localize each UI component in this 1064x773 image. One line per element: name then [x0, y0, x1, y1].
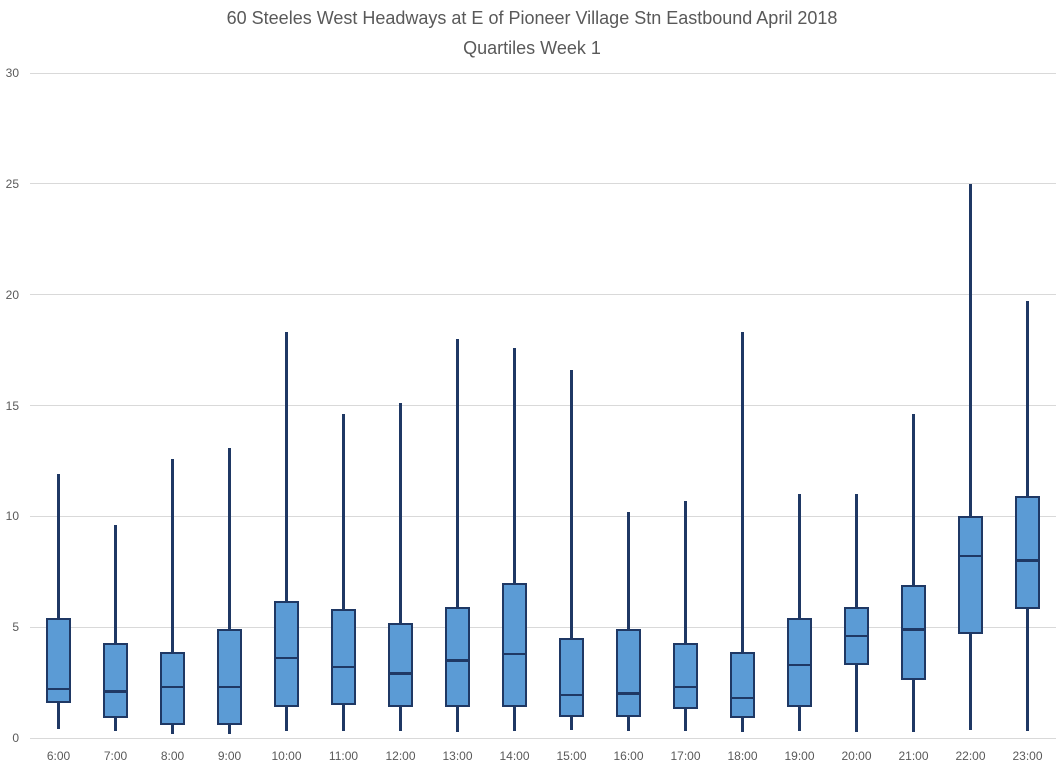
- box-15:00: [559, 638, 584, 717]
- x-tick-label-20:00: 20:00: [841, 749, 872, 763]
- whisker-6:00: [57, 474, 60, 730]
- median-11:00: [331, 665, 356, 669]
- box-21:00: [901, 585, 926, 681]
- median-7:00: [103, 690, 128, 693]
- box-7:00: [103, 642, 128, 719]
- box-9:00: [217, 629, 242, 725]
- whisker-16:00: [627, 511, 630, 732]
- chart-title-line1: 60 Steeles West Headways at E of Pioneer…: [226, 8, 838, 28]
- y-tick-label-10: 10: [5, 509, 19, 524]
- median-22:00: [958, 554, 983, 558]
- median-13:00: [445, 659, 470, 662]
- box-18:00: [730, 651, 755, 719]
- box-16:00: [616, 629, 641, 717]
- whisker-13:00: [456, 339, 459, 733]
- x-tick-label-9:00: 9:00: [217, 749, 242, 763]
- gridline-15: [30, 405, 1056, 406]
- median-10:00: [274, 656, 299, 660]
- x-tick-label-13:00: 13:00: [442, 749, 473, 763]
- x-tick-label-22:00: 22:00: [955, 749, 986, 763]
- whisker-22:00: [969, 183, 972, 731]
- median-18:00: [730, 696, 755, 700]
- y-tick-label-0: 0: [12, 731, 19, 745]
- median-9:00: [217, 685, 242, 689]
- gridline-0: [30, 737, 1056, 739]
- x-tick-label-14:00: 14:00: [499, 749, 530, 763]
- whisker-17:00: [684, 500, 687, 732]
- whisker-8:00: [171, 458, 174, 734]
- x-tick-label-17:00: 17:00: [670, 749, 701, 763]
- box-14:00: [502, 582, 527, 707]
- whisker-18:00: [741, 332, 744, 733]
- box-17:00: [673, 642, 698, 710]
- box-22:00: [958, 516, 983, 634]
- median-17:00: [673, 685, 698, 689]
- x-tick-label-8:00: 8:00: [160, 749, 185, 763]
- x-tick-label-12:00: 12:00: [385, 749, 416, 763]
- median-19:00: [787, 663, 812, 667]
- median-21:00: [901, 628, 926, 631]
- x-tick-label-23:00: 23:00: [1012, 749, 1043, 763]
- gridline-5: [30, 626, 1056, 628]
- median-20:00: [844, 634, 869, 638]
- median-6:00: [46, 687, 71, 691]
- x-tick-label-10:00: 10:00: [271, 749, 302, 763]
- gridline-10: [30, 515, 1056, 517]
- x-tick-label-11:00: 11:00: [328, 749, 359, 763]
- y-tick-label-25: 25: [5, 176, 19, 191]
- gridline-25: [30, 183, 1056, 185]
- chart-title: 60 Steeles West Headways at E of Pioneer…: [0, 3, 1064, 63]
- chart-title-line2: Quartiles Week 1: [463, 38, 601, 58]
- whisker-19:00: [798, 494, 801, 732]
- y-tick-label-20: 20: [5, 287, 19, 302]
- x-tick-label-18:00: 18:00: [727, 749, 758, 763]
- median-16:00: [616, 692, 641, 695]
- box-13:00: [445, 607, 470, 707]
- y-tick-label-30: 30: [5, 66, 19, 80]
- box-23:00: [1015, 496, 1040, 610]
- whisker-14:00: [513, 347, 516, 732]
- x-tick-label-7:00: 7:00: [103, 749, 128, 763]
- whisker-10:00: [285, 332, 288, 732]
- x-tick-label-19:00: 19:00: [784, 749, 815, 763]
- median-14:00: [502, 652, 527, 656]
- whisker-11:00: [342, 414, 345, 732]
- whisker-7:00: [114, 525, 117, 732]
- box-19:00: [787, 618, 812, 707]
- y-tick-label-15: 15: [5, 398, 19, 413]
- x-tick-label-21:00: 21:00: [898, 749, 929, 763]
- median-15:00: [559, 693, 584, 697]
- whisker-12:00: [399, 403, 402, 732]
- x-tick-label-15:00: 15:00: [556, 749, 587, 763]
- box-11:00: [331, 609, 356, 705]
- box-10:00: [274, 600, 299, 707]
- median-8:00: [160, 685, 185, 689]
- whisker-15:00: [570, 370, 573, 731]
- gridline-30: [30, 72, 1056, 74]
- median-12:00: [388, 672, 413, 675]
- y-tick-label-5: 5: [12, 620, 19, 635]
- median-23:00: [1015, 559, 1040, 562]
- x-tick-label-6:00: 6:00: [46, 749, 71, 763]
- gridline-20: [30, 294, 1056, 296]
- whisker-21:00: [912, 414, 915, 733]
- box-12:00: [388, 622, 413, 707]
- x-tick-label-16:00: 16:00: [613, 749, 644, 763]
- whisker-9:00: [228, 447, 231, 734]
